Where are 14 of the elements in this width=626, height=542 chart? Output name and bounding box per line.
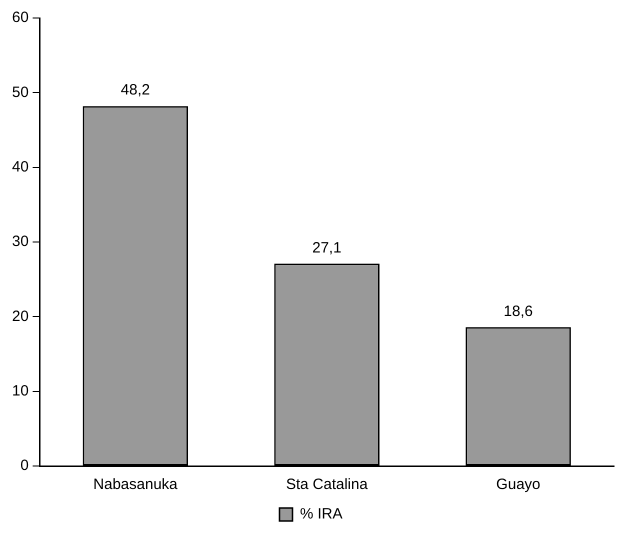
y-tick-label: 60 — [12, 9, 29, 26]
legend-label: % IRA — [300, 506, 343, 523]
data-label: 27,1 — [312, 239, 342, 256]
y-tick-label: 40 — [12, 158, 29, 176]
y-tick-label: 0 — [20, 457, 29, 474]
y-tick-label: 10 — [12, 382, 29, 400]
y-tick-label: 20 — [12, 308, 29, 325]
x-tick-label: Guayo — [496, 476, 540, 494]
x-tick-label: Sta Catalina — [286, 476, 368, 494]
data-label: 48,2 — [120, 82, 150, 99]
data-label: 18,6 — [504, 302, 533, 320]
y-tick-label: 50 — [12, 84, 29, 101]
y-tick-label: 30 — [12, 233, 29, 250]
x-tick-label: Nabasanuka — [93, 476, 178, 494]
